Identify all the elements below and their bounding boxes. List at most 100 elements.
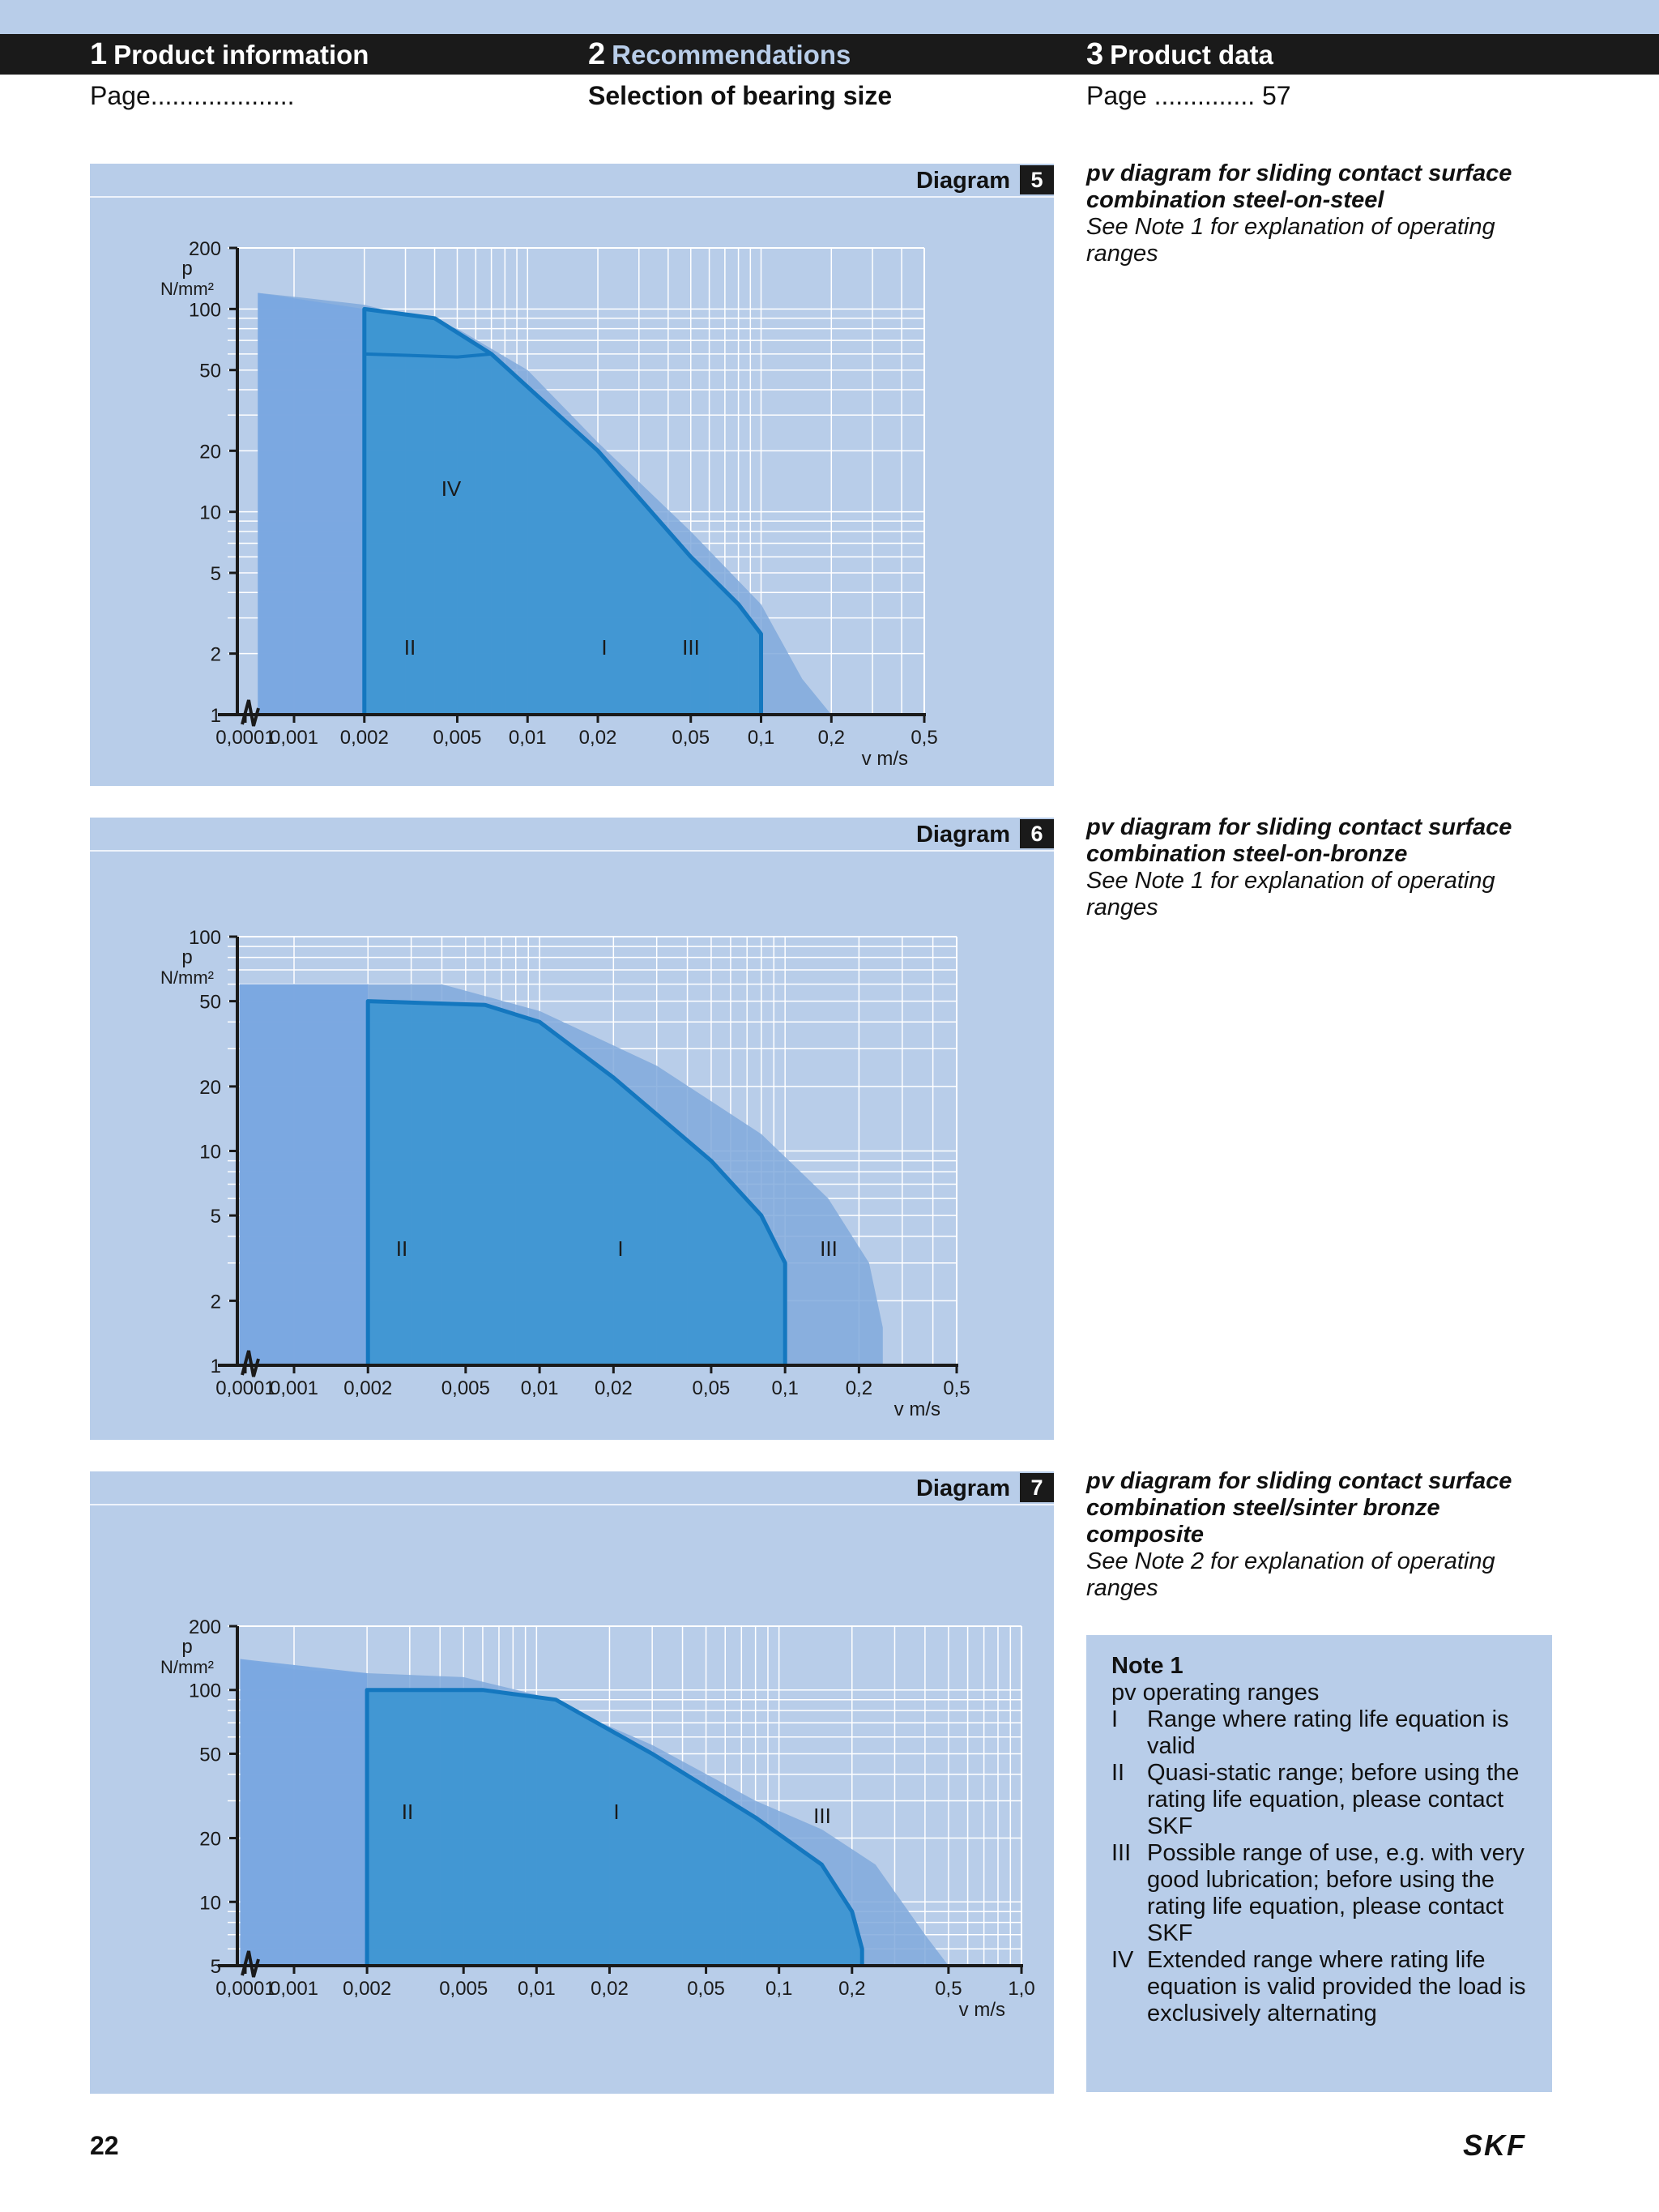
- x-axis-label: v m/s: [894, 1399, 940, 1420]
- y-tick-label: 1: [211, 1356, 221, 1377]
- caption-note: See Note 1 for explanation of operating …: [1086, 868, 1495, 920]
- note-roman: III: [1111, 1840, 1132, 1866]
- region-label-I: I: [601, 635, 607, 660]
- y-tick-label: 10: [199, 1142, 221, 1164]
- x-tick-label: 0,5: [943, 1377, 970, 1399]
- note-subtitle: pv operating ranges: [1111, 1680, 1320, 1706]
- x-tick-label: 0,1: [766, 1978, 792, 2000]
- x-tick-label: 0,2: [846, 1377, 872, 1399]
- note-item: III Possible range of use, e.g. with very…: [1111, 1840, 1537, 1947]
- diagram-number: 5: [1020, 165, 1054, 194]
- x-tick-label: 0,02: [595, 1377, 633, 1399]
- x-tick-label: 0,02: [591, 1978, 629, 2000]
- y-tick-label: 50: [199, 992, 221, 1014]
- diagram-number: 6: [1020, 819, 1054, 848]
- y-tick-label: 10: [199, 1892, 221, 1914]
- region-I-area: [364, 309, 761, 715]
- x-tick-label: 0,0001: [215, 727, 275, 749]
- diagram-panel-7: Diagram 7 II I III 0,0001 0,001 0,002 0,005 0,0…: [90, 1471, 1054, 2094]
- region-label-III: III: [813, 1804, 831, 1828]
- y-tick-label: 200: [189, 238, 221, 260]
- caption-title: pv diagram for sliding contact surface c…: [1086, 814, 1512, 867]
- x-tick-label: 0,1: [748, 727, 774, 749]
- region-II-area: [240, 1659, 368, 1966]
- x-tick-label: 0,05: [687, 1978, 725, 2000]
- x-tick-label: 0,005: [441, 1377, 490, 1399]
- region-label-II: II: [396, 1236, 407, 1261]
- y-tick-label: 200: [189, 1616, 221, 1638]
- caption-title: pv diagram for sliding contact surface c…: [1086, 160, 1512, 213]
- note-text: Extended range where rating life equatio…: [1147, 1947, 1526, 2026]
- region-label-III: III: [682, 635, 700, 660]
- diagram-label: Diagram: [915, 1475, 1010, 1501]
- caption-title: pv diagram for sliding contact surface c…: [1086, 1468, 1512, 1548]
- tab-number: 2: [588, 37, 606, 71]
- region-label-II: II: [402, 1800, 413, 1824]
- y-tick-label: 5: [211, 1956, 221, 1978]
- caption-note: See Note 1 for explanation of operating …: [1086, 214, 1495, 267]
- x-tick-label: 0,005: [433, 727, 481, 749]
- y-axis-label: p: [181, 1636, 192, 1658]
- tab-label: Product data: [1110, 40, 1273, 70]
- panel-divider: [90, 196, 1054, 198]
- x-tick-label: 0,001: [270, 1978, 318, 2000]
- y-axis-unit: N/mm²: [160, 279, 214, 299]
- y-tick-label: 100: [189, 927, 221, 949]
- x-tick-label: 0,1: [771, 1377, 798, 1399]
- diagram-number: 7: [1020, 1473, 1054, 1502]
- note-item: II Quasi-static range; before using the r…: [1111, 1760, 1537, 1840]
- x-tick-label: 0,001: [270, 727, 318, 749]
- page-reference-right[interactable]: Page .............. 57: [1086, 81, 1291, 110]
- top-band: [0, 0, 1659, 34]
- tab-recommendations[interactable]: 2 Recommendations: [588, 34, 851, 75]
- region-II-area: [258, 293, 365, 715]
- skf-logo: SKF: [1463, 2129, 1547, 2164]
- x-tick-label: 0,001: [270, 1377, 318, 1399]
- tab-number: 3: [1086, 37, 1104, 71]
- region-IV-area: [364, 309, 492, 357]
- y-tick-label: 20: [199, 1077, 221, 1099]
- y-tick-label: 20: [199, 1829, 221, 1851]
- diagram-caption-6: pv diagram for sliding contact surface c…: [1086, 814, 1540, 921]
- tab-product-data[interactable]: 3 Product data: [1086, 34, 1273, 75]
- x-tick-label: 0,05: [693, 1377, 731, 1399]
- y-axis-unit: N/mm²: [160, 967, 214, 988]
- note-text: Range where rating life equation is vali…: [1147, 1706, 1509, 1759]
- tab-number: 1: [90, 37, 108, 71]
- y-tick-label: 50: [199, 361, 221, 382]
- diagram-caption-5: pv diagram for sliding contact surface c…: [1086, 160, 1540, 267]
- y-tick-label: 5: [211, 1206, 221, 1228]
- y-axis-label: p: [181, 946, 192, 968]
- y-tick-label: 1: [211, 705, 221, 727]
- x-tick-label: 0,01: [518, 1978, 556, 2000]
- y-tick-label: 100: [189, 299, 221, 321]
- y-tick-label: 50: [199, 1744, 221, 1766]
- x-axis-label: v m/s: [959, 1999, 1005, 2021]
- panel-divider: [90, 850, 1054, 852]
- page-number: 22: [90, 2131, 119, 2160]
- note-roman: IV: [1111, 1947, 1134, 1973]
- region-I-boundary: [365, 999, 787, 1366]
- region-I-area: [367, 1689, 863, 1966]
- y-axis-label: p: [181, 258, 192, 280]
- tab-label: Product information: [113, 40, 369, 70]
- diagram-caption-7: pv diagram for sliding contact surface c…: [1086, 1468, 1540, 1602]
- note-roman: II: [1111, 1760, 1125, 1786]
- tab-product-information[interactable]: 1 Product information: [90, 34, 369, 75]
- x-tick-label: 0,002: [343, 1377, 392, 1399]
- region-I-boundary: [362, 306, 763, 715]
- note-item: IV Extended range where rating life equat…: [1111, 1947, 1537, 2027]
- y-axis-unit: N/mm²: [160, 1657, 214, 1677]
- caption-note: See Note 2 for explanation of operating …: [1086, 1548, 1495, 1601]
- region-IV-boundary: [364, 352, 492, 359]
- note-item: I Range where rating life equation is val…: [1111, 1706, 1537, 1760]
- x-tick-label: 0,002: [340, 727, 389, 749]
- region-I-boundary: [365, 1688, 864, 1966]
- diagram-label: Diagram: [915, 168, 1010, 194]
- region-label-III: III: [820, 1236, 838, 1261]
- region-label-I: I: [617, 1236, 623, 1261]
- x-tick-label: 0,005: [439, 1978, 488, 2000]
- region-label-II: II: [404, 635, 416, 660]
